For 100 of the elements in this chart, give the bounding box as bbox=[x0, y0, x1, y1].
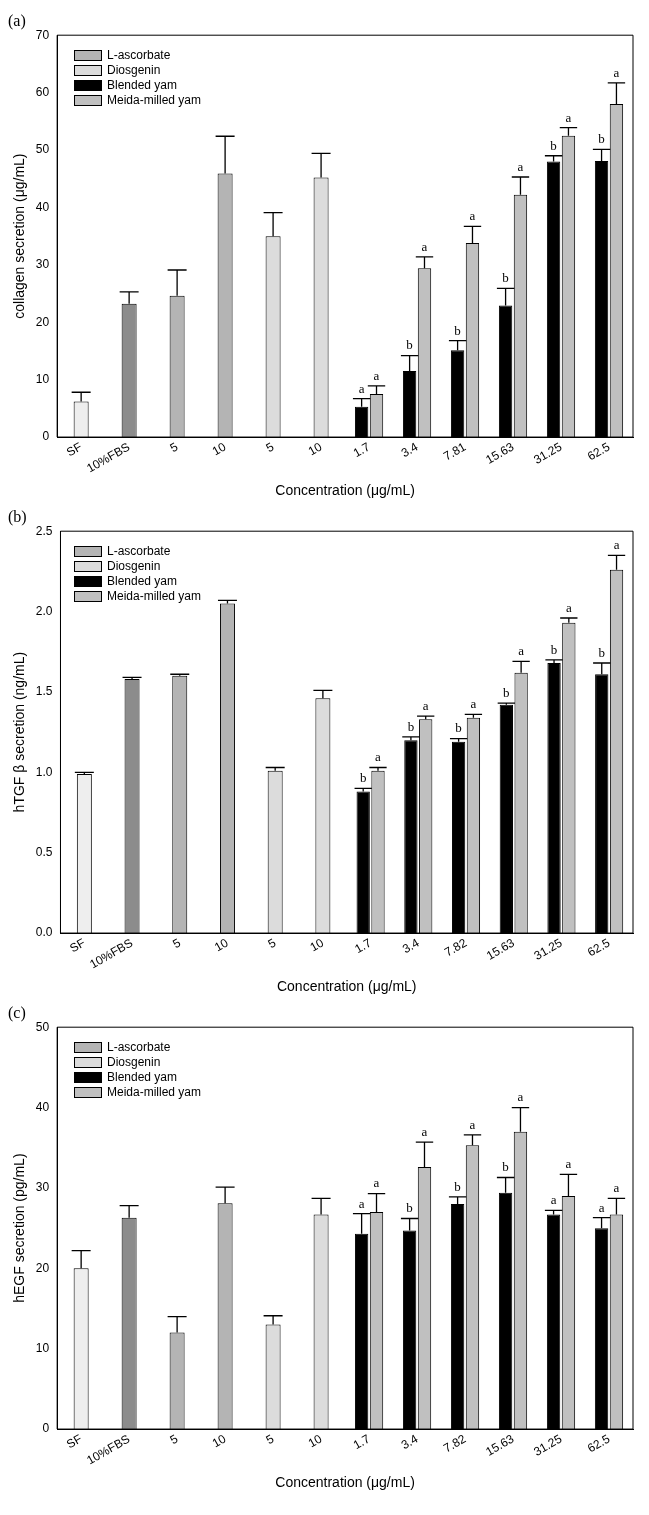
data-label: a bbox=[375, 749, 382, 765]
data-label: b bbox=[455, 720, 462, 736]
y-tick-label: 40 bbox=[35, 199, 50, 214]
data-label: a bbox=[373, 367, 380, 383]
data-label: b bbox=[454, 322, 461, 338]
x-tick-label: 7.81 bbox=[441, 439, 469, 464]
x-tick-label: 5 bbox=[167, 439, 181, 456]
data-label: b bbox=[407, 718, 415, 734]
y-tick-label: 2.5 bbox=[35, 523, 53, 538]
legend-label: Meida-milled yam bbox=[107, 93, 202, 108]
chart-title: (a) bbox=[8, 11, 26, 30]
y-tick-label: 0.5 bbox=[35, 844, 53, 859]
data-label: a bbox=[518, 643, 525, 659]
x-tick-label: 1.7 bbox=[350, 439, 373, 461]
data-label: a bbox=[565, 1156, 572, 1172]
x-tick-label: 5 bbox=[263, 1431, 277, 1448]
y-tick-label: 40 bbox=[35, 1099, 50, 1114]
x-tick-label: 5 bbox=[263, 439, 277, 456]
data-label: a bbox=[470, 696, 477, 712]
data-label: a bbox=[550, 1192, 557, 1208]
y-tick-label: 1.5 bbox=[35, 684, 53, 699]
y-tick-label: 0 bbox=[42, 1421, 50, 1436]
x-axis-title: Concentration (μg/mL) bbox=[275, 1474, 415, 1491]
data-label: a bbox=[613, 537, 620, 553]
data-label: a bbox=[422, 697, 429, 713]
y-tick-label: 0 bbox=[42, 429, 50, 444]
x-tick-label: 62.5 bbox=[584, 1431, 613, 1456]
x-tick-label: 3.4 bbox=[400, 935, 422, 957]
y-tick-label: 20 bbox=[35, 314, 50, 329]
y-tick-label: 30 bbox=[35, 1180, 50, 1195]
chart-title: (c) bbox=[8, 1003, 26, 1022]
data-label: b bbox=[359, 770, 367, 786]
data-label: a bbox=[517, 1089, 524, 1105]
y-tick-label: 10 bbox=[35, 1340, 50, 1355]
data-label: a bbox=[517, 158, 524, 174]
data-label: b bbox=[598, 644, 605, 660]
data-label: b bbox=[598, 131, 605, 147]
data-label: a bbox=[613, 64, 620, 80]
y-tick-label: 30 bbox=[35, 257, 50, 272]
x-tick-label: 1.7 bbox=[352, 935, 375, 957]
legend-label: Diosgenin bbox=[107, 559, 161, 574]
legend-label: Blended yam bbox=[107, 1070, 178, 1085]
legend-label: Diosgenin bbox=[107, 1055, 161, 1070]
data-label: b bbox=[502, 1159, 509, 1175]
x-tick-label: 5 bbox=[265, 935, 279, 952]
y-axis-title: hTGF β secretion (ng/mL) bbox=[11, 651, 28, 813]
x-axis-title: Concentration (μg/mL) bbox=[275, 482, 415, 499]
data-label: a bbox=[565, 599, 572, 615]
data-label: a bbox=[469, 208, 476, 224]
x-tick-label: 62.5 bbox=[585, 935, 613, 960]
data-label: b bbox=[406, 1200, 413, 1216]
data-label: b bbox=[502, 270, 509, 286]
x-tick-label: 10 bbox=[212, 935, 231, 955]
x-tick-label: SF bbox=[64, 1431, 85, 1452]
data-label: a bbox=[565, 109, 572, 125]
legend-label: Diosgenin bbox=[107, 63, 161, 78]
data-label: a bbox=[358, 380, 365, 396]
y-tick-label: 50 bbox=[35, 1019, 50, 1034]
legend-label: L-ascorbate bbox=[107, 544, 171, 559]
legend-label: Blended yam bbox=[107, 78, 178, 93]
x-tick-label: 3.4 bbox=[398, 439, 421, 461]
data-label: b bbox=[550, 137, 557, 153]
data-label: b bbox=[550, 641, 558, 657]
x-tick-label: 3.4 bbox=[398, 1431, 421, 1453]
y-tick-label: 50 bbox=[35, 142, 50, 157]
legend-label: Meida-milled yam bbox=[107, 1085, 202, 1100]
y-tick-label: 60 bbox=[35, 84, 50, 99]
chart-title: (b) bbox=[8, 507, 27, 526]
y-tick-label: 20 bbox=[35, 1260, 50, 1275]
x-tick-label: 7.82 bbox=[441, 935, 470, 960]
data-label: a bbox=[598, 1199, 605, 1215]
x-tick-label: 10 bbox=[209, 439, 229, 459]
x-tick-label: 10 bbox=[305, 439, 325, 459]
x-tick-label: 5 bbox=[170, 935, 184, 952]
y-tick-label: 2.0 bbox=[35, 603, 53, 618]
y-axis-title: collagen secretion (μg/mL) bbox=[11, 153, 28, 319]
x-tick-label: 10 bbox=[305, 1431, 325, 1451]
x-tick-label: 5 bbox=[167, 1431, 181, 1448]
data-label: b bbox=[406, 337, 413, 353]
legend-label: Meida-milled yam bbox=[107, 589, 202, 604]
x-tick-label: SF bbox=[67, 935, 88, 956]
x-tick-label: 1.7 bbox=[350, 1431, 373, 1453]
data-label: b bbox=[454, 1178, 461, 1194]
legend-label: L-ascorbate bbox=[107, 1040, 171, 1055]
x-axis-title: Concentration (μg/mL) bbox=[276, 978, 417, 995]
legend-label: L-ascorbate bbox=[107, 48, 171, 63]
data-label: a bbox=[358, 1195, 365, 1211]
x-tick-label: 10 bbox=[307, 935, 327, 955]
legend-label: Blended yam bbox=[107, 574, 178, 589]
data-label: a bbox=[421, 238, 428, 254]
y-tick-label: 1.0 bbox=[35, 764, 53, 779]
y-tick-label: 70 bbox=[35, 27, 50, 42]
data-label: b bbox=[503, 685, 510, 701]
data-label: a bbox=[421, 1124, 428, 1140]
y-tick-label: 0.0 bbox=[35, 925, 53, 940]
x-tick-label: 7.82 bbox=[441, 1431, 469, 1456]
x-tick-label: 10 bbox=[209, 1431, 229, 1451]
data-label: a bbox=[373, 1175, 380, 1191]
x-tick-label: 62.5 bbox=[584, 439, 613, 464]
y-tick-label: 10 bbox=[35, 371, 50, 386]
